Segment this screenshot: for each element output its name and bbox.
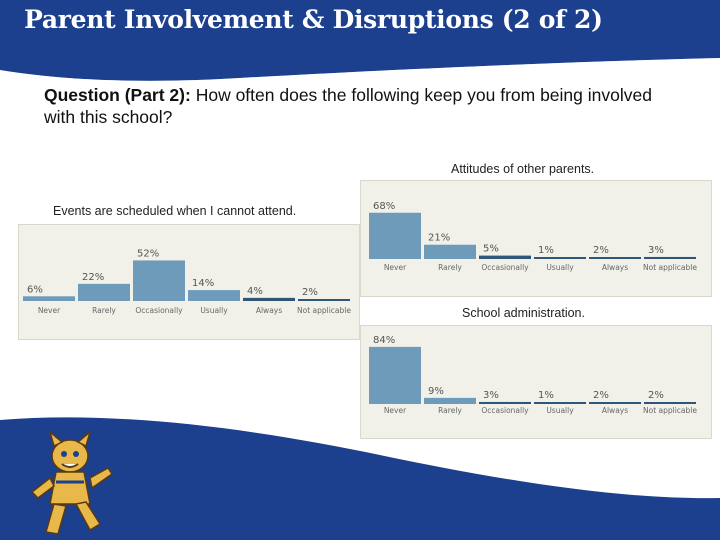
value-label-administration-always: 2% <box>593 390 609 401</box>
wildcat-mascot-logo <box>30 432 114 535</box>
category-label-administration-rarely: Rarely <box>438 406 462 415</box>
banner-bottom-shape <box>0 417 720 540</box>
bar-administration-occasionally <box>479 401 531 404</box>
category-label-attitudes-rarely: Rarely <box>438 263 462 272</box>
bar-attitudes-rarely <box>424 244 476 259</box>
value-label-events-occasionally: 52% <box>137 248 159 259</box>
question-text-block: Question (Part 2): How often does the fo… <box>44 84 684 128</box>
category-label-attitudes-always: Always <box>602 263 628 272</box>
bar-events-not-applicable <box>298 299 350 301</box>
slide-title: Parent Involvement & Disruptions (2 of 2… <box>24 5 603 34</box>
value-label-attitudes-always: 2% <box>593 245 609 256</box>
category-label-attitudes-occasionally: Occasionally <box>481 263 529 272</box>
value-label-administration-never: 84% <box>373 335 395 346</box>
bar-events-usually <box>188 290 240 301</box>
bar-administration-always <box>589 402 641 404</box>
bar-administration-never <box>369 346 421 404</box>
bar-events-rarely <box>78 283 130 301</box>
category-label-events-not-applicable: Not applicable <box>297 306 351 315</box>
chart-title-attitudes: Attitudes of other parents. <box>451 162 595 176</box>
bar-events-always <box>243 297 295 301</box>
value-label-events-rarely: 22% <box>82 272 104 283</box>
value-label-events-usually: 14% <box>192 278 214 289</box>
value-label-attitudes-not-applicable: 3% <box>648 245 664 256</box>
category-label-events-usually: Usually <box>200 306 228 315</box>
banner-top-shape <box>0 0 720 81</box>
value-label-events-never: 6% <box>27 284 43 295</box>
bar-chart-administration: 84% Never 9% Rarely 3% Occasionally 1% Usually 2… <box>369 335 697 415</box>
value-label-attitudes-usually: 1% <box>538 245 554 256</box>
category-label-administration-always: Always <box>602 406 628 415</box>
value-label-administration-usually: 1% <box>538 390 554 401</box>
category-label-administration-never: Never <box>384 406 407 415</box>
value-label-attitudes-never: 68% <box>373 201 395 212</box>
bar-events-occasionally <box>133 260 185 301</box>
category-label-attitudes-not-applicable: Not applicable <box>643 263 697 272</box>
bar-attitudes-usually <box>534 257 586 259</box>
value-label-administration-occasionally: 3% <box>483 390 499 401</box>
category-label-events-never: Never <box>38 306 61 315</box>
question-label: Question (Part 2): <box>44 85 191 105</box>
bar-attitudes-never <box>369 212 421 259</box>
bar-chart-attitudes: 68% Never 21% Rarely 5% Occasionally 1% Usually… <box>369 201 697 272</box>
value-label-attitudes-occasionally: 5% <box>483 244 499 255</box>
category-label-administration-occasionally: Occasionally <box>481 406 529 415</box>
value-label-administration-not-applicable: 2% <box>648 390 664 401</box>
category-label-attitudes-usually: Usually <box>546 263 574 272</box>
chart-panel-attitudes: 68% Never 21% Rarely 5% Occasionally 1% Usually… <box>360 180 712 297</box>
value-label-administration-rarely: 9% <box>428 386 444 397</box>
chart-panel-administration: 84% Never 9% Rarely 3% Occasionally 1% Usually 2… <box>360 325 712 439</box>
bar-administration-usually <box>534 402 586 404</box>
chart-panel-events: 6% Never 22% Rarely 52% Occasionally 14% Usuall… <box>18 224 360 340</box>
bar-attitudes-occasionally <box>479 255 531 259</box>
category-label-attitudes-never: Never <box>384 263 407 272</box>
question-body: How often does the following keep you fr… <box>44 85 652 127</box>
bar-chart-events: 6% Never 22% Rarely 52% Occasionally 14% Usuall… <box>23 248 351 315</box>
bar-events-never <box>23 296 75 301</box>
category-label-events-always: Always <box>256 306 282 315</box>
category-label-administration-not-applicable: Not applicable <box>643 406 697 415</box>
category-label-events-occasionally: Occasionally <box>135 306 183 315</box>
value-label-events-not-applicable: 2% <box>302 287 318 298</box>
bar-administration-rarely <box>424 397 476 404</box>
bar-administration-not-applicable <box>644 402 696 404</box>
value-label-attitudes-rarely: 21% <box>428 233 450 244</box>
banner-top-stripe <box>0 58 720 87</box>
category-label-events-rarely: Rarely <box>92 306 116 315</box>
bar-attitudes-not-applicable <box>644 256 696 259</box>
value-label-events-always: 4% <box>247 286 263 297</box>
chart-title-events: Events are scheduled when I cannot atten… <box>53 204 297 218</box>
category-label-administration-usually: Usually <box>546 406 574 415</box>
bar-attitudes-always <box>589 257 641 259</box>
chart-title-administration: School administration. <box>462 306 585 320</box>
